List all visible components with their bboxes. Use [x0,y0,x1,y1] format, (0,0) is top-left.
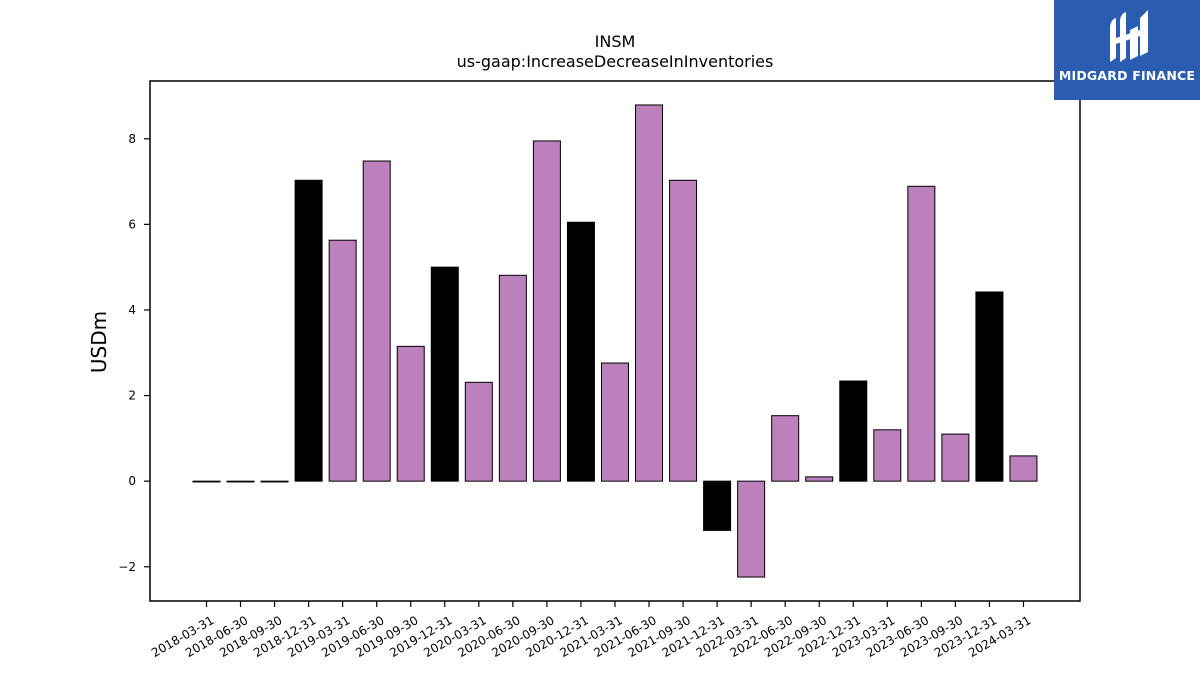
bar [907,185,936,482]
logo-text: MIDGARD FINANCE [1058,68,1196,83]
bar [600,362,629,482]
bar [703,480,732,531]
chart-title: INSM [594,32,636,51]
y-tick-label: 8 [128,132,136,146]
bar [226,480,255,483]
bar [566,221,595,482]
bar [873,429,902,482]
bar [941,433,970,482]
bar [771,415,800,482]
bar [975,291,1004,482]
y-tick-label: 2 [128,389,136,403]
bar [532,140,561,482]
bar [464,381,493,482]
bar [328,239,357,482]
bar [362,160,391,482]
y-tick-label: −2 [118,560,136,574]
y-tick-label: 0 [128,474,136,488]
bar [737,480,766,578]
bar [260,480,289,483]
bar [1009,455,1038,482]
midgard-finance-logo: MIDGARD FINANCE [1054,0,1200,100]
y-tick-label: 4 [128,303,136,317]
bar [498,274,527,482]
bar [192,480,221,483]
y-tick-label: 6 [128,217,136,231]
plot-frame [149,80,1081,602]
midgard-logo-icon [1110,10,1148,62]
bar [805,476,834,482]
bar [635,104,664,482]
bar [430,266,459,482]
bar [839,380,868,482]
bar [669,179,698,482]
y-axis-label: USDm [87,310,111,374]
bar [294,179,323,482]
bar [396,345,425,482]
chart-subtitle: us-gaap:IncreaseDecreaseInInventories [456,52,774,71]
